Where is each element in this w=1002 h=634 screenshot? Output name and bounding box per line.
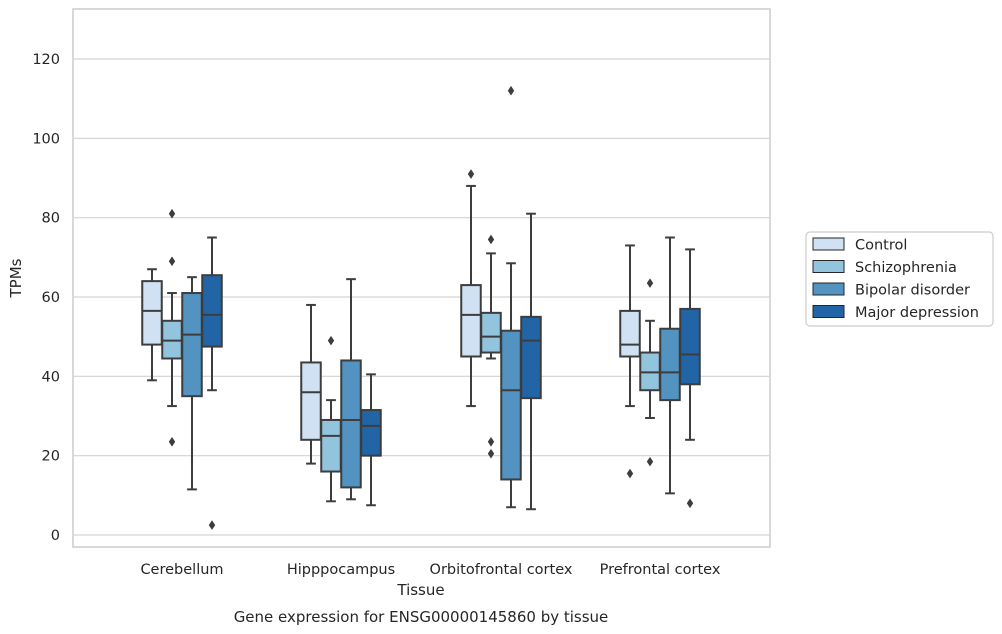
box-major-depression	[201, 236, 223, 530]
box-bipolar-disorder	[181, 276, 203, 491]
outlier-point	[208, 520, 216, 530]
iqr-box	[141, 280, 163, 346]
iqr-box	[619, 309, 641, 358]
iqr-box	[679, 307, 701, 386]
y-tick-label: 40	[42, 369, 60, 385]
legend-item: Schizophrenia	[812, 260, 957, 276]
outlier-point	[467, 169, 475, 179]
box-control	[300, 303, 322, 465]
outlier-point	[507, 85, 515, 96]
legend-label: Schizophrenia	[855, 260, 957, 276]
box-schizophrenia	[161, 208, 183, 447]
legend-swatch	[812, 282, 845, 296]
iqr-box	[500, 329, 522, 481]
box-schizophrenia	[480, 234, 502, 459]
outlier-point	[168, 208, 176, 219]
box-bipolar-disorder	[340, 278, 362, 501]
box-major-depression	[679, 248, 701, 509]
legend-label: Major depression	[855, 305, 979, 321]
box-major-depression	[520, 212, 542, 511]
x-tick-label: Cerebellum	[140, 562, 223, 578]
plot-area	[72, 8, 771, 548]
y-axis-ticks: 0 20 40 60 80 100 120	[32, 52, 60, 544]
iqr-box	[480, 311, 502, 354]
x-tick-label: Orbitofrontal cortex	[430, 562, 573, 578]
outlier-point	[168, 436, 176, 447]
iqr-box	[201, 274, 223, 348]
iqr-box	[360, 409, 382, 457]
y-tick-label: 20	[42, 449, 60, 465]
x-tick-label: Prefrontal cortex	[600, 562, 721, 578]
outlier-point	[626, 468, 634, 479]
box-control	[141, 268, 163, 382]
iqr-box	[520, 315, 542, 400]
y-tick-label: 100	[32, 131, 60, 147]
y-tick-label: 0	[51, 528, 60, 544]
y-tick-label: 80	[42, 211, 60, 227]
box-schizophrenia	[639, 278, 661, 467]
iqr-box	[320, 418, 342, 473]
iqr-box	[181, 292, 203, 398]
legend-item: Control	[812, 237, 907, 254]
outlier-point	[646, 456, 654, 467]
outlier-point	[487, 448, 495, 459]
legend-label: Control	[855, 238, 907, 254]
outlier-point	[487, 234, 495, 245]
y-tick-label: 60	[42, 290, 60, 306]
iqr-box	[340, 359, 362, 489]
legend-swatch	[812, 237, 845, 251]
y-axis-label: TPMs	[7, 258, 25, 298]
outlier-point	[686, 498, 694, 509]
legend-swatch	[812, 260, 845, 273]
iqr-box	[659, 327, 681, 402]
legend-item: Bipolar disorder	[812, 282, 970, 299]
x-tick-label: Hipppocampus	[287, 562, 395, 578]
x-axis-label: Tissue	[396, 581, 444, 599]
iqr-box	[300, 361, 322, 441]
legend-item: Major depression	[812, 305, 979, 321]
x-axis-ticks: Cerebellum Hipppocampus Orbitofrontal cort…	[140, 562, 720, 578]
box-bipolar-disorder	[500, 85, 522, 509]
legend-frame	[805, 231, 994, 327]
outlier-point	[487, 436, 495, 447]
iqr-box	[460, 284, 482, 358]
box-control	[619, 244, 641, 479]
y-tick-label: 120	[32, 52, 60, 68]
box-control	[460, 169, 482, 408]
boxes	[141, 85, 701, 530]
box-major-depression	[360, 373, 382, 507]
chart-title: Gene expression for ENSG00000145860 by t…	[234, 608, 609, 626]
outlier-point	[327, 335, 335, 346]
legend: Control Schizophrenia Bipolar disorder Majo…	[805, 231, 994, 327]
outlier-point	[646, 278, 654, 288]
legend-swatch	[812, 305, 845, 318]
outlier-point	[168, 256, 176, 267]
legend-label: Bipolar disorder	[855, 283, 970, 299]
